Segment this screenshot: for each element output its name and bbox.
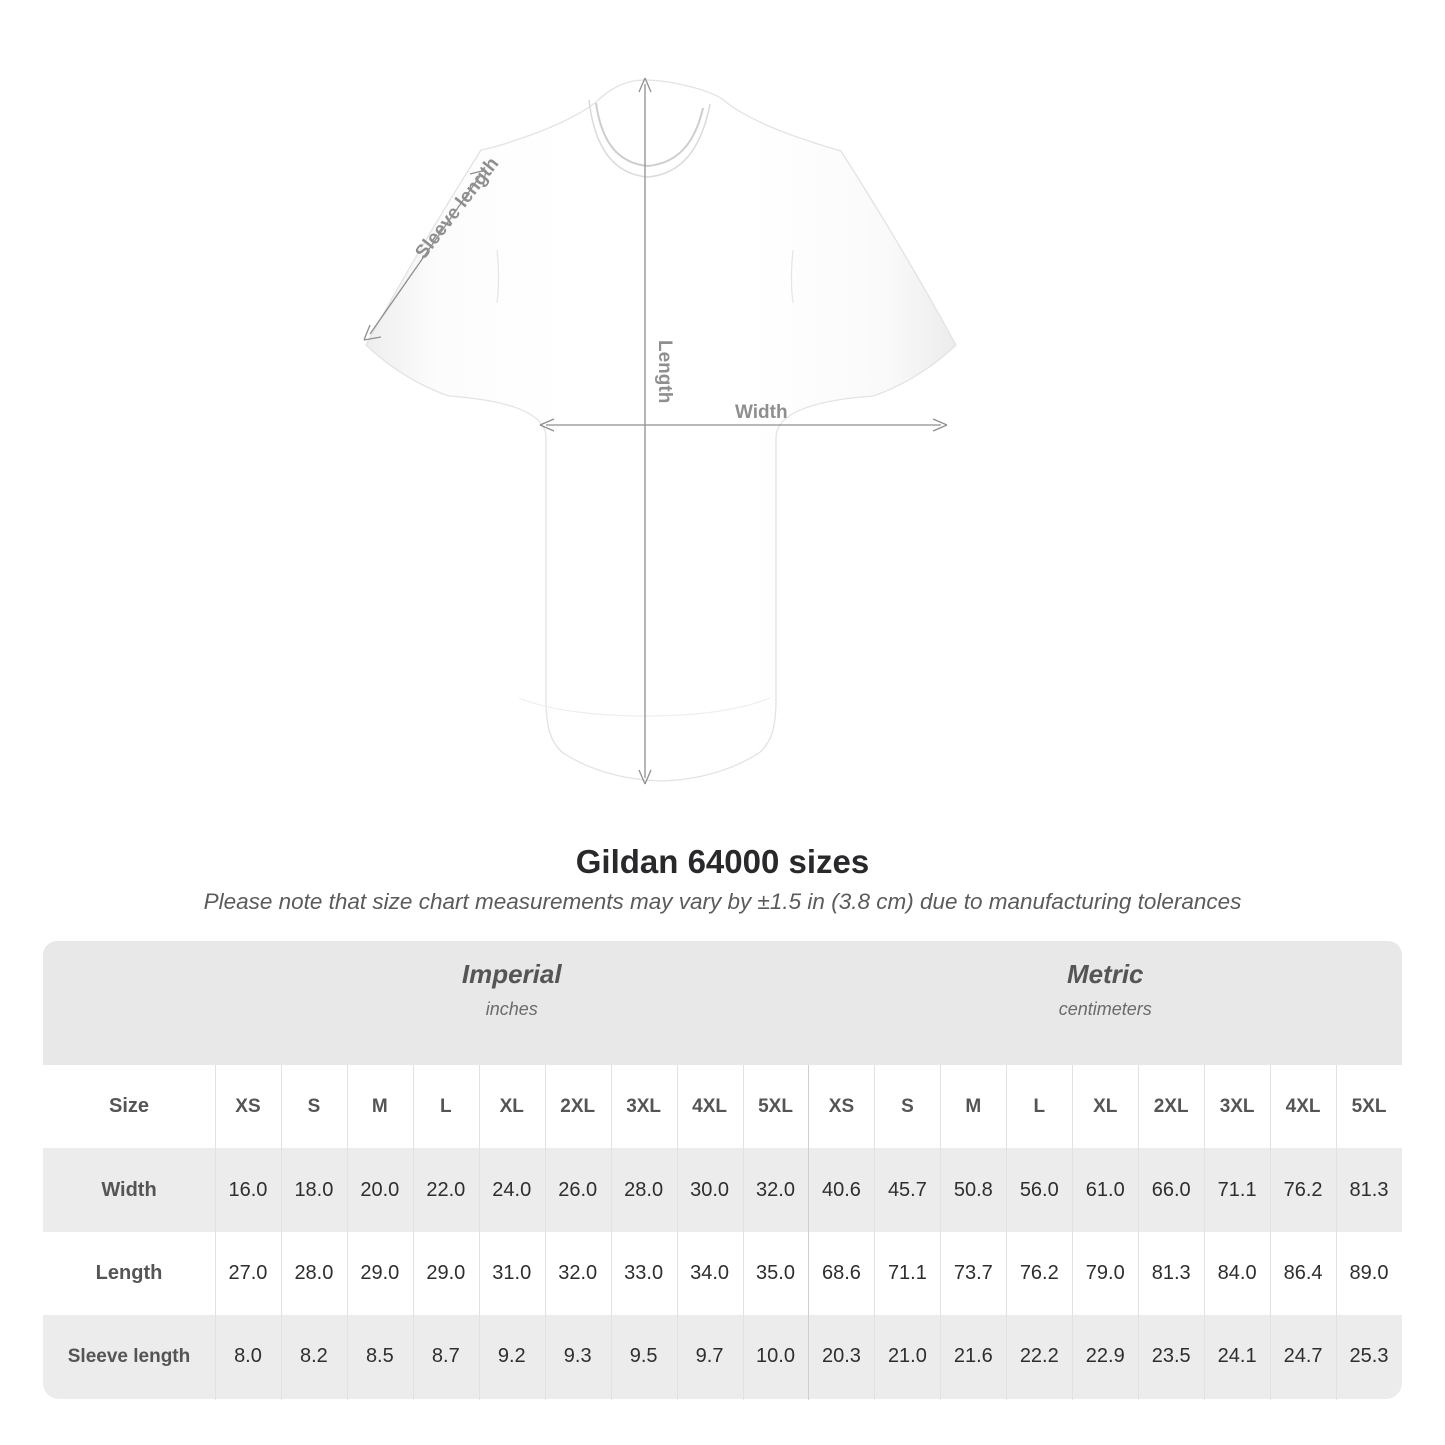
svg-text:Length: Length <box>654 340 675 403</box>
svg-text:Width: Width <box>735 402 788 423</box>
